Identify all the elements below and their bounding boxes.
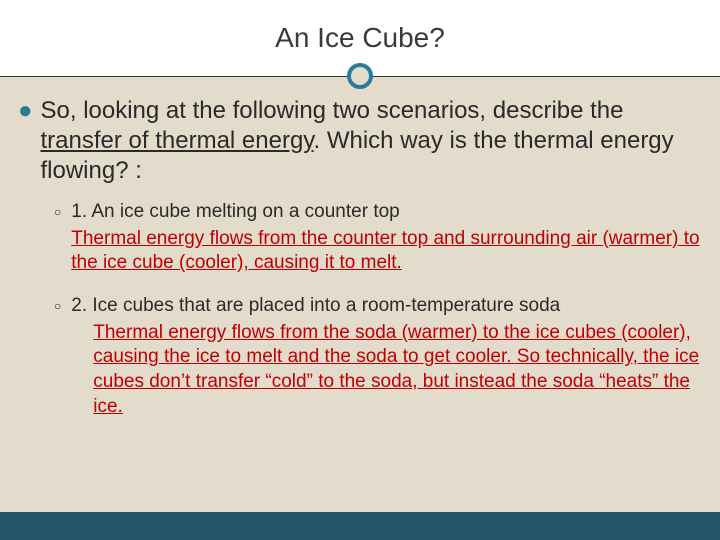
- scenario-2-content: 2. Ice cubes that are placed into a room…: [71, 294, 702, 419]
- scenario-2-question: 2. Ice cubes that are placed into a room…: [71, 294, 702, 319]
- scenario-1: ○ 1. An ice cube melting on a counter to…: [54, 200, 702, 276]
- scenario-1-question: 1. An ice cube melting on a counter top: [71, 200, 702, 225]
- scenario-2: ○ 2. Ice cubes that are placed into a ro…: [54, 294, 702, 419]
- scenario-1-content: 1. An ice cube melting on a counter top …: [71, 200, 702, 276]
- main-prompt-pre: So, looking at the following two scenari…: [41, 97, 624, 124]
- circle-marker-icon: [347, 63, 373, 89]
- scenario-1-answer: Thermal energy flows from the counter to…: [71, 227, 702, 276]
- bullet-icon: ●: [18, 96, 33, 126]
- scenario-2-answer: Thermal energy flows from the soda (warm…: [93, 321, 702, 420]
- sub-bullet-icon: ○: [54, 205, 61, 219]
- main-bullet: ● So, looking at the following two scena…: [18, 96, 702, 186]
- content-area: ● So, looking at the following two scena…: [18, 96, 702, 438]
- main-prompt-underlined: transfer of thermal energy: [41, 127, 314, 154]
- main-prompt: So, looking at the following two scenari…: [41, 96, 703, 186]
- sub-bullet-icon: ○: [54, 299, 61, 313]
- slide-container: An Ice Cube? ● So, looking at the follow…: [0, 0, 720, 540]
- bottom-bar: [0, 512, 720, 540]
- slide-title: An Ice Cube?: [275, 22, 445, 54]
